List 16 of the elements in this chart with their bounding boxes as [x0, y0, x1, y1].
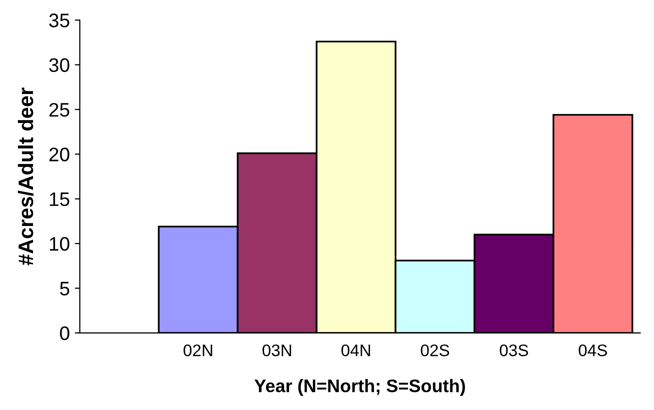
- y-tick-label: 35: [49, 14, 70, 28]
- x-tick-label: 02S: [420, 344, 450, 356]
- x-tick-label: 02N: [184, 344, 212, 356]
- y-tick-label: 5: [60, 282, 70, 296]
- x-axis-title: Year (N=North; S=South): [254, 379, 465, 396]
- y-tick-label: 30: [49, 58, 70, 72]
- x-tick-label: 04N: [341, 344, 370, 356]
- y-tick-label: 25: [49, 102, 70, 117]
- x-tick-label: 03S: [500, 344, 528, 356]
- y-tick-label: 15: [50, 192, 70, 206]
- x-tick-label: 04S: [578, 344, 607, 356]
- y-tick-label: 20: [49, 148, 70, 162]
- x-tick-label: 03N: [262, 344, 292, 356]
- y-tick-label: 10: [50, 237, 70, 251]
- y-axis-title: #Acres/Adult deer: [18, 88, 34, 266]
- y-tick-label: 0: [60, 326, 70, 340]
